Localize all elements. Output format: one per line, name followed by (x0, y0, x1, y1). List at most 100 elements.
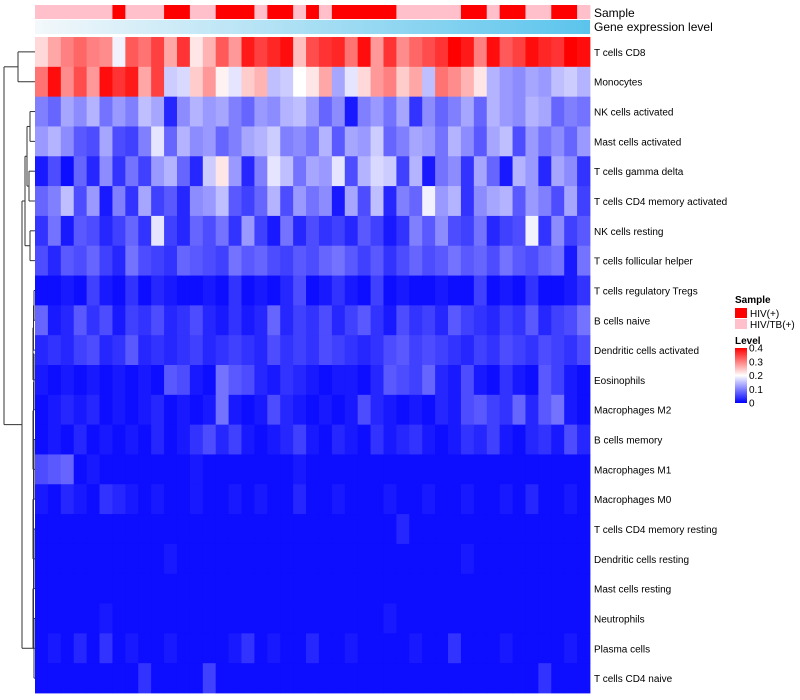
heatmap-cell (512, 156, 526, 187)
heatmap-cell (99, 96, 113, 127)
heatmap-cell (215, 156, 230, 187)
heatmap-cell (267, 424, 281, 455)
heatmap-cell (448, 305, 462, 336)
heatmap-cell (512, 484, 526, 515)
heatmap-cell (551, 365, 565, 396)
heatmap-cell (306, 603, 320, 634)
heatmap-cell (564, 365, 578, 396)
heatmap-cell (370, 603, 384, 634)
heatmap-cell (47, 424, 62, 455)
heatmap-cell (538, 215, 552, 247)
sample-annotation-cell (280, 5, 294, 19)
heatmap-cell (228, 305, 242, 336)
heatmap-cell (577, 454, 591, 485)
heatmap-cell (460, 335, 475, 366)
heatmap-cell (99, 603, 113, 634)
heatmap-cell (202, 186, 217, 217)
heatmap-cell (254, 215, 268, 247)
heatmap-cell (47, 37, 62, 68)
heatmap-cell (35, 454, 49, 485)
heatmap-cell (86, 66, 100, 98)
heatmap-cell (422, 365, 436, 396)
heatmap-cell (73, 663, 88, 694)
sample-annotation-cell (99, 5, 113, 19)
heatmap-cell (473, 156, 488, 187)
heatmap-cell (164, 37, 178, 68)
heatmap-cell (409, 394, 423, 426)
heatmap-cell (448, 484, 462, 515)
heatmap-cell (176, 573, 191, 604)
heatmap-cell (486, 514, 501, 545)
heatmap-cell (448, 186, 462, 217)
heatmap-cell (473, 484, 488, 515)
heatmap-cell (112, 514, 126, 545)
heatmap-cell (331, 156, 346, 187)
heatmap-cell (267, 96, 281, 127)
heatmap-cell (60, 335, 75, 366)
heatmap-cell (383, 663, 397, 694)
heatmap-cell (383, 156, 397, 187)
heatmap-cell (538, 305, 552, 336)
heatmap-cell (331, 66, 346, 98)
heatmap-cell (473, 603, 488, 634)
heatmap-cell (202, 424, 217, 455)
heatmap-cell (35, 215, 49, 247)
heatmap-cell (486, 186, 501, 217)
heatmap-cell (151, 573, 165, 604)
heatmap-cell (228, 573, 242, 604)
heatmap-cell (396, 96, 410, 127)
heatmap-cell (280, 186, 294, 217)
heatmap-cell (435, 37, 449, 68)
heatmap-cell (538, 514, 552, 545)
heatmap-cell (577, 66, 591, 98)
gene-expression-annotation-bar (35, 20, 590, 34)
row-label: Neutrophils (594, 614, 645, 625)
heatmap-cell (370, 484, 384, 515)
heatmap-cell (383, 186, 397, 217)
heatmap-cell (577, 215, 591, 247)
heatmap-cell (435, 573, 449, 604)
heatmap-cell (525, 633, 539, 664)
heatmap-cell (202, 275, 217, 306)
heatmap-cell (189, 514, 204, 545)
heatmap-cell (577, 394, 591, 426)
heatmap-cell (164, 335, 178, 366)
heatmap-cell (396, 156, 410, 187)
heatmap-cell (306, 215, 320, 247)
heatmap-cell (370, 454, 384, 485)
heatmap-cell (293, 633, 307, 664)
heatmap-cell (370, 663, 384, 694)
heatmap-cell (151, 633, 165, 664)
heatmap-cell (35, 663, 49, 694)
heatmap-cell (357, 245, 371, 276)
heatmap-cell (473, 96, 488, 127)
heatmap-cell (86, 275, 100, 306)
heatmap-cell (499, 484, 513, 515)
row-label: T cells CD4 memory resting (594, 525, 717, 536)
heatmap-cell (525, 454, 539, 485)
heatmap-cell (370, 66, 384, 98)
heatmap-cell (460, 633, 475, 664)
sample-annotation-cell (370, 5, 384, 19)
heatmap-cell (396, 305, 410, 336)
heatmap-cell (215, 96, 230, 127)
heatmap-cell (422, 424, 436, 455)
heatmap-cell (383, 215, 397, 247)
heatmap-cell (125, 275, 139, 306)
heatmap-cell (86, 543, 100, 575)
heatmap-cell (241, 245, 255, 276)
heatmap-cell (538, 424, 552, 455)
heatmap-cell (538, 365, 552, 396)
heatmap-cell (254, 186, 268, 217)
heatmap-cell (499, 454, 513, 485)
heatmap-cell (564, 96, 578, 127)
heatmap-cell (551, 96, 565, 127)
heatmap-cell (176, 96, 191, 127)
heatmap-cell (280, 215, 294, 247)
heatmap-cell (267, 454, 281, 485)
heatmap-cell (35, 305, 49, 336)
heatmap-cell (47, 603, 62, 634)
heatmap-cell (577, 96, 591, 127)
heatmap-cell (486, 365, 501, 396)
heatmap-cell (499, 365, 513, 396)
